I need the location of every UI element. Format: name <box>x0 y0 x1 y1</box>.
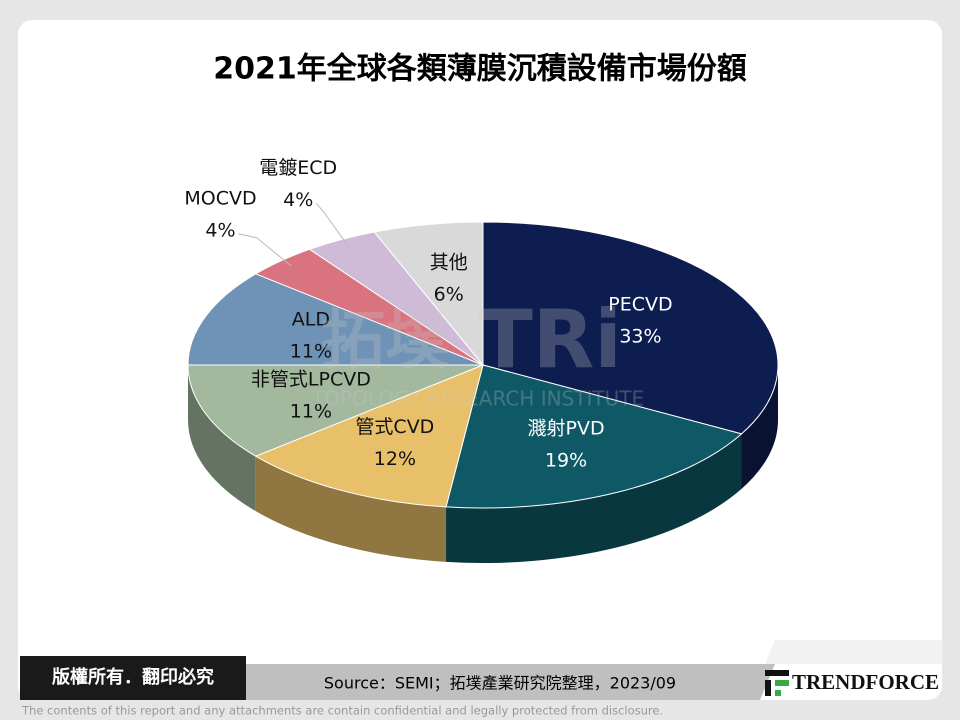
slice-side <box>255 456 447 562</box>
watermark: 拓墣 TRi TOPOLOGY RESEARCH INSTITUTE <box>311 293 644 411</box>
copyright-box <box>20 656 246 700</box>
value-label: 33% <box>619 325 661 347</box>
value-label: 4% <box>205 219 235 241</box>
slice-label: PECVD <box>608 293 672 315</box>
leader-line <box>315 202 349 247</box>
value-label: 4% <box>283 189 313 211</box>
slice <box>482 221 779 435</box>
watermark-name: 拓墣 <box>321 305 449 379</box>
brand: TRENDFORCE <box>792 670 939 694</box>
source: Source：SEMI；拓墣產業研究院整理，2023/09 <box>324 674 676 693</box>
source-bar <box>246 664 775 700</box>
slice-label: 其他 <box>430 251 468 273</box>
logo-bar <box>775 680 789 686</box>
value-label: 11% <box>290 401 332 423</box>
slice-label: 濺射PVD <box>527 417 604 439</box>
slice-side <box>741 365 778 489</box>
logo-bar <box>775 690 781 696</box>
value-label: 11% <box>290 340 332 362</box>
value-label: 6% <box>434 283 464 305</box>
value-label: 19% <box>545 449 587 471</box>
logo-bar <box>765 680 771 696</box>
brand-logo: TRENDFORCE <box>765 670 939 696</box>
chart-title: 2021年全球各類薄膜沉積設備市場份額 <box>213 52 747 87</box>
slice-side <box>188 365 256 512</box>
slice-side <box>446 433 742 563</box>
slice <box>254 364 484 508</box>
slice <box>187 273 484 366</box>
slice-label: ALD <box>292 308 330 330</box>
copyright: 版權所有．翻印必究 <box>52 666 214 688</box>
slice-label: MOCVD <box>184 187 256 209</box>
value-label: 12% <box>374 448 416 470</box>
slice <box>187 364 484 457</box>
slice-label: 管式CVD <box>355 416 434 438</box>
slice-label: 非管式LPCVD <box>251 369 371 391</box>
leader-line <box>238 233 292 267</box>
slice <box>373 221 484 367</box>
pie-chart: PECVD 33% 濺射PVD 19% 管式CVD 12% 非管式LPCVD 11% ALD 11… <box>184 157 779 563</box>
logo-bar <box>765 670 789 676</box>
logo-band <box>765 640 942 664</box>
disclaimer: The contents of this report and any atta… <box>21 704 663 718</box>
watermark-logo: TRi <box>478 293 622 386</box>
slice-label: 電鍍ECD <box>259 157 337 179</box>
slice <box>445 364 743 509</box>
watermark-text: TOPOLOGY RESEARCH INSTITUTE <box>311 387 644 411</box>
